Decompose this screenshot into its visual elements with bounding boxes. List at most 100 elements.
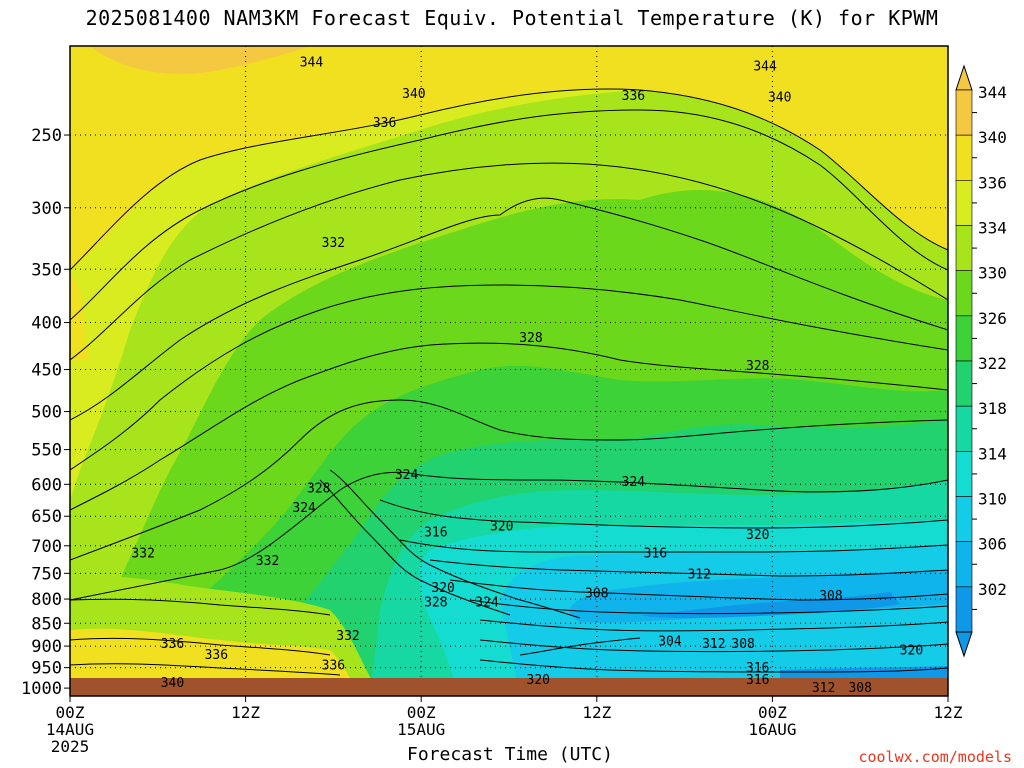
- y-tick-label: 900: [31, 637, 62, 657]
- field-top-orange: [90, 46, 310, 74]
- colorbar-top-arrow: [955, 64, 973, 91]
- colorbar-swatch: [955, 270, 973, 317]
- colorbar-label: 344: [978, 83, 1007, 102]
- colorbar-swatch: [955, 180, 973, 226]
- x-tick-label: 12Z: [582, 703, 611, 722]
- x-tick-label: 00Z: [56, 703, 85, 722]
- colorbar-label: 302: [978, 580, 1007, 599]
- y-tick-label: 1000: [21, 679, 62, 699]
- y-tick-label: 500: [31, 403, 62, 423]
- contour-label: 316: [424, 525, 447, 540]
- contour-label: 316: [644, 547, 667, 562]
- x-tick-label: 16AUG: [748, 720, 796, 739]
- contour-label: 320: [431, 581, 454, 596]
- colorbar-label: 336: [978, 173, 1007, 192]
- colorbar-swatch: [955, 586, 973, 633]
- y-axis-ticks: 250 300 350 400 450 500 550 600 650 700 750 800 850 9…: [21, 126, 70, 699]
- contour-label: 308: [848, 681, 871, 696]
- colorbar-swatch: [955, 451, 973, 497]
- contour-label: 316: [746, 673, 769, 688]
- x-tick-label: 00Z: [407, 703, 436, 722]
- contour-label: 336: [205, 648, 228, 663]
- field-left-yellow: [70, 270, 90, 360]
- y-tick-label: 800: [31, 590, 62, 610]
- contour-label: 308: [819, 589, 842, 604]
- x-tick-label: 12Z: [231, 703, 260, 722]
- colorbar-label: 334: [978, 219, 1007, 238]
- contour-label: 332: [336, 629, 359, 644]
- contour-label: 332: [131, 547, 154, 562]
- contour-label: 304: [658, 635, 682, 650]
- colorbar-swatch: [955, 496, 973, 542]
- contour-label: 320: [490, 519, 513, 534]
- ground-terrain: [70, 678, 948, 696]
- contour-label: 344: [753, 59, 777, 74]
- contour-label: 340: [161, 676, 184, 691]
- y-tick-label: 750: [31, 564, 62, 584]
- y-tick-label: 350: [31, 260, 62, 280]
- contour-label: 332: [322, 236, 345, 251]
- contour-label: 324: [622, 475, 646, 490]
- x-tick-label: 00Z: [758, 703, 787, 722]
- contour-label: 340: [402, 87, 425, 102]
- source-credit: coolwx.com/models: [858, 748, 1012, 766]
- y-tick-label: 550: [31, 441, 62, 461]
- colorbar-swatch: [955, 405, 973, 452]
- colorbar-label: 314: [978, 444, 1007, 463]
- colorbar-swatch: [955, 134, 973, 181]
- colorbar-swatch: [955, 541, 973, 588]
- colorbar-label: 306: [978, 535, 1007, 554]
- x-tick-label: 12Z: [934, 703, 963, 722]
- contour-label: 324: [292, 501, 316, 516]
- contour-label: 332: [256, 554, 279, 569]
- contour-label: 336: [161, 637, 184, 652]
- x-tick-label: 15AUG: [397, 720, 445, 739]
- y-tick-label: 250: [31, 126, 62, 146]
- y-tick-label: 300: [31, 199, 62, 219]
- colorbar-swatch: [955, 225, 973, 271]
- contour-label: 336: [322, 659, 345, 674]
- x-tick-label: 2025: [51, 737, 90, 756]
- contour-label: 336: [622, 89, 645, 104]
- field-upper-yellow: [70, 46, 948, 270]
- colorbar-label: 330: [978, 264, 1007, 283]
- plot-frame: [69, 45, 949, 697]
- x-tick-label: 14AUG: [46, 720, 94, 739]
- y-tick-label: 650: [31, 507, 62, 527]
- contour-lines: [70, 88, 948, 676]
- contour-label: 308: [585, 587, 608, 602]
- contour-label: 320: [527, 673, 550, 688]
- colorbar-label: 322: [978, 354, 1007, 373]
- y-tick-label: 450: [31, 361, 62, 381]
- colorbar-label: 326: [978, 309, 1007, 328]
- contour-label: 340: [768, 91, 791, 106]
- colorbar-label: 340: [978, 128, 1007, 147]
- colorbar-swatch: [955, 89, 973, 136]
- contour-label: 344: [300, 56, 324, 71]
- contour-label: 328: [307, 482, 330, 497]
- contour-label: 324: [475, 596, 499, 611]
- colorbar-swatch: [955, 360, 973, 407]
- contour-label: 328: [519, 331, 542, 346]
- y-tick-label: 950: [31, 659, 62, 679]
- contour-label: 320: [900, 644, 923, 659]
- y-tick-label: 600: [31, 475, 62, 495]
- y-tick-label: 400: [31, 314, 62, 334]
- contour-label: 336: [373, 116, 396, 131]
- colorbar-label: 310: [978, 490, 1007, 509]
- colorbar-label: 318: [978, 399, 1007, 418]
- contour-label: 328: [424, 596, 447, 611]
- contour-label: 324: [395, 468, 419, 483]
- chart-title: 2025081400 NAM3KM Forecast Equiv. Potent…: [85, 6, 939, 30]
- contour-label: 316: [746, 661, 769, 676]
- colorbar-swatch: [955, 315, 973, 362]
- y-tick-label: 700: [31, 537, 62, 557]
- colorbar-bottom-arrow: [955, 631, 973, 658]
- time-gridlines: [245, 46, 773, 696]
- contour-label: 312: [812, 681, 835, 696]
- filled-contours: [70, 46, 948, 696]
- y-tick-label: 850: [31, 614, 62, 634]
- contour-label: 308: [731, 637, 754, 652]
